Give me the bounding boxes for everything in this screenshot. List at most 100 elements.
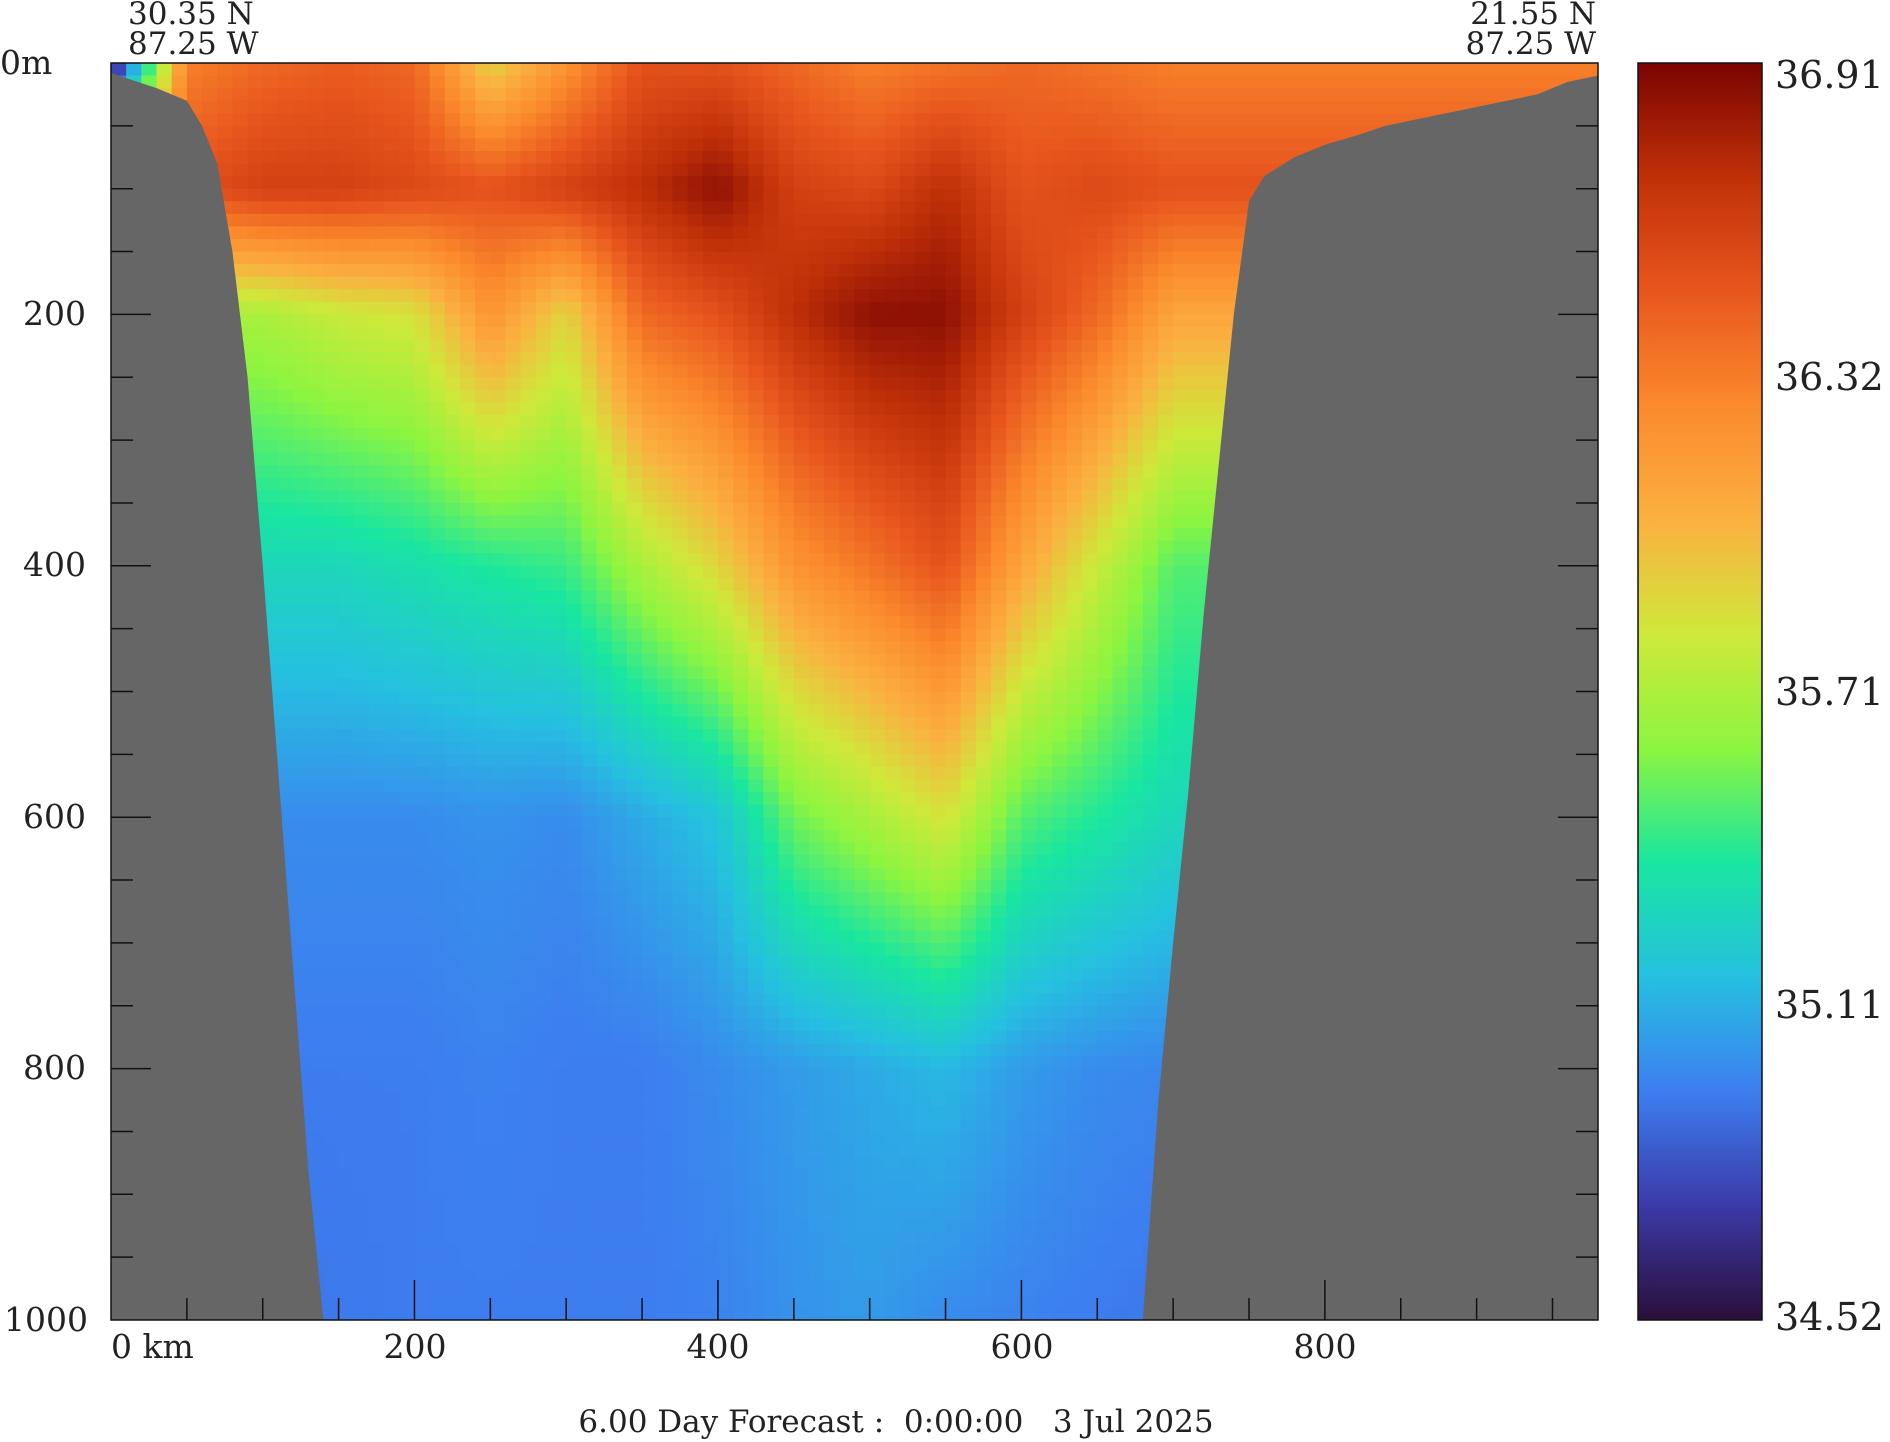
heatmap-cell: [702, 427, 719, 441]
heatmap-cell: [429, 1257, 446, 1271]
heatmap-cell: [399, 176, 416, 190]
heatmap-cell: [642, 590, 658, 605]
heatmap-cell: [308, 75, 325, 89]
heatmap-cell: [353, 1106, 370, 1120]
heatmap-cell: [642, 150, 658, 165]
heatmap-cell: [611, 389, 628, 403]
heatmap-cell: [824, 352, 840, 366]
heatmap-cell: [535, 729, 552, 743]
heatmap-cell: [626, 817, 643, 831]
heatmap-cell: [338, 691, 355, 705]
heatmap-cell: [687, 339, 704, 353]
heatmap-cell: [687, 1068, 704, 1082]
heatmap-cell: [717, 213, 734, 228]
heatmap-cell: [277, 666, 294, 680]
heatmap-cell: [338, 880, 355, 894]
heatmap-cell: [717, 1194, 734, 1208]
heatmap-cell: [687, 188, 704, 202]
heatmap-cell: [748, 238, 765, 253]
heatmap-cell: [793, 477, 810, 491]
heatmap-cell: [642, 892, 658, 906]
heatmap-cell: [642, 817, 658, 831]
heatmap-cell: [672, 125, 689, 140]
heatmap-cell: [581, 704, 598, 718]
heatmap-cell: [293, 854, 309, 869]
heatmap-cell: [824, 653, 840, 667]
heatmap-cell: [323, 440, 340, 454]
heatmap-cell: [338, 1081, 355, 1095]
heatmap-cell: [808, 905, 825, 919]
heatmap-cell: [824, 100, 840, 114]
heatmap-cell: [581, 251, 598, 265]
heatmap-cell: [808, 238, 825, 253]
heatmap-cell: [657, 1169, 674, 1183]
heatmap-cell: [581, 792, 598, 806]
heatmap-cell: [277, 766, 294, 781]
heatmap-cell: [323, 1106, 340, 1120]
heatmap-cell: [581, 326, 598, 341]
heatmap-cell: [733, 100, 749, 114]
heatmap-cell: [338, 301, 355, 315]
heatmap-cell: [308, 113, 325, 127]
heatmap-cell: [475, 150, 491, 165]
heatmap-cell: [353, 666, 370, 680]
heatmap-cell: [475, 842, 491, 856]
heatmap-cell: [262, 414, 279, 429]
heatmap-cell: [353, 716, 370, 730]
heatmap-cell: [232, 251, 249, 265]
heatmap-cell: [748, 867, 765, 881]
heatmap-cell: [763, 1232, 780, 1246]
heatmap-cell: [808, 176, 825, 190]
heatmap-cell: [551, 704, 567, 718]
heatmap-cell: [308, 63, 325, 77]
heatmap-cell: [763, 1181, 780, 1195]
heatmap-cell: [596, 1093, 613, 1107]
heatmap-cell: [672, 276, 689, 290]
heatmap-cell: [763, 741, 780, 755]
heatmap-cell: [733, 201, 749, 215]
heatmap-cell: [293, 427, 309, 441]
heatmap-cell: [490, 1081, 507, 1095]
heatmap-cell: [733, 377, 749, 391]
heatmap-cell: [566, 880, 582, 894]
heatmap-cell: [520, 389, 537, 403]
heatmap-cell: [551, 502, 567, 517]
heatmap-cell: [505, 917, 522, 931]
heatmap-cell: [444, 75, 461, 89]
heatmap-cell: [384, 1282, 400, 1296]
heatmap-cell: [626, 628, 643, 642]
heatmap-cell: [611, 942, 628, 957]
heatmap-cell: [824, 1169, 840, 1183]
heatmap-cell: [429, 930, 446, 944]
heatmap-cell: [293, 339, 309, 353]
heatmap-cell: [611, 792, 628, 806]
heatmap-cell: [839, 515, 856, 529]
heatmap-cell: [505, 440, 522, 454]
heatmap-cell: [368, 339, 385, 353]
heatmap-cell: [429, 150, 446, 165]
heatmap-cell: [384, 1232, 400, 1246]
heatmap-cell: [353, 930, 370, 944]
heatmap-cell: [702, 1005, 719, 1019]
heatmap-cell: [384, 176, 400, 190]
heatmap-cell: [444, 1282, 461, 1296]
heatmap-cell: [702, 1093, 719, 1107]
heatmap-cell: [171, 75, 188, 89]
heatmap-cell: [338, 578, 355, 592]
heatmap-cell: [839, 75, 856, 89]
heatmap-cell: [277, 414, 294, 429]
heatmap-cell: [308, 980, 325, 994]
heatmap-cell: [399, 1043, 416, 1057]
heatmap-cell: [824, 1307, 840, 1320]
heatmap-cell: [368, 113, 385, 127]
heatmap-cell: [808, 414, 825, 429]
heatmap-cell: [808, 352, 825, 366]
heatmap-cell: [535, 502, 552, 517]
heatmap-cell: [551, 352, 567, 366]
heatmap-cell: [657, 892, 674, 906]
heatmap-cell: [490, 993, 507, 1007]
heatmap-cell: [535, 590, 552, 605]
heatmap-cell: [520, 678, 537, 693]
heatmap-cell: [444, 226, 461, 240]
heatmap-cell: [353, 565, 370, 579]
